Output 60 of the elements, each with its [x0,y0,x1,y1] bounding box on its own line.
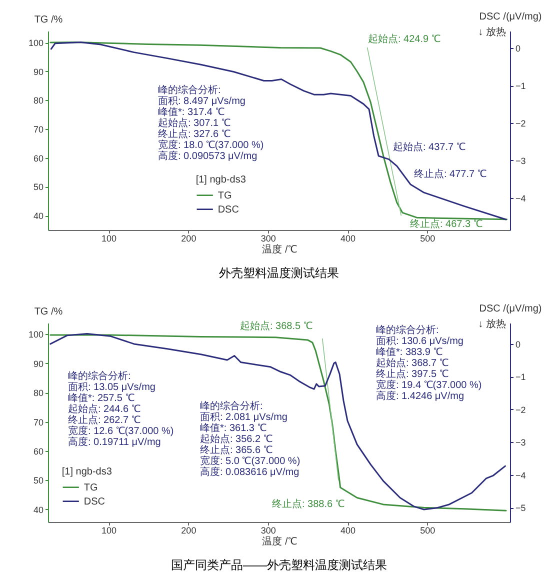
y2-tick-label: 0 [516,339,521,350]
annotation: 终止点: 467.3 ℃ [410,218,482,230]
y-tick-label: 40 [33,211,44,222]
annotation: 起始点: 437.7 ℃ [393,141,466,153]
x-tick-label: 200 [181,234,196,244]
y-axis-title: TG /% [34,306,63,318]
x-tick-label: 400 [340,234,356,244]
y2-tick-label: −3 [516,156,526,166]
y2-tick-label: −5 [516,503,526,514]
legend-label: TG [218,190,232,202]
y2-tick-label: −4 [516,470,526,480]
y-tick-label: 40 [33,504,44,515]
legend-label: DSC [218,204,239,216]
x-tick-label: 200 [181,526,196,536]
legend-title: [1] ngb-ds3 [196,174,246,186]
x-axis-title: 温度 /℃ [262,244,297,256]
x-tick-label: 300 [260,234,276,244]
y-tick-label: 100 [28,38,44,48]
y-tick-label: 90 [33,66,44,77]
annotation: 起始点: 368.5 ℃ [240,320,312,332]
annotation: 峰的综合分析: 面积: 2.081 μVs/mg 峰值*: 361.3 ℃ 起始点: 356.2 ℃ 终止点: 365.6 ℃ 宽度: 5.0 ℃(37.000 %) 高度: 0.083616 μV/mg [200,400,300,478]
y2-tick-label: −2 [516,118,526,129]
y2-axis-title: DSC /(μV/mg) [479,12,542,22]
y2-tick-label: −1 [516,372,526,382]
annotation: 终止点: 477.7 ℃ [414,168,486,180]
y-tick-label: 70 [33,417,44,428]
text: 国产同类产品——外壳塑料温度测试结果 [171,558,387,572]
annotation: ↓ 放热 [478,319,506,330]
y-tick-label: 50 [33,182,44,192]
y-tick-label: 60 [33,446,44,456]
annotation: 起始点: 424.9 ℃ [368,33,440,45]
x-tick-label: 100 [102,234,117,244]
x-tick-label: 500 [420,526,436,536]
x-tick-label: 100 [102,526,117,536]
y2-tick-label: 0 [516,44,521,54]
y-tick-label: 70 [33,124,44,135]
legend-title: [1] ngb-ds3 [62,466,112,478]
y-tick-label: 60 [33,153,44,164]
y-axis-title: TG /% [34,14,63,26]
y2-axis-title: DSC /(μV/mg) [479,304,542,314]
x-tick-label: 500 [420,234,436,244]
y2-tick-label: −2 [516,404,526,415]
x-tick-label: 400 [340,526,356,536]
y-tick-label: 80 [33,388,44,398]
x-tick-label: 300 [260,526,276,536]
y-tick-label: 100 [28,330,44,340]
annotation: 终止点: 388.6 ℃ [272,498,344,510]
annotation: 峰的综合分析: 面积: 8.497 μVs/mg 峰值*: 317.4 ℃ 起始点: 307.1 ℃ 终止点: 327.6 ℃ 宽度: 18.0 ℃(37.000 %) 高度: 0.090573 μV/mg [158,84,264,162]
text: 外壳塑料温度测试结果 [219,266,339,280]
legend-label: TG [84,482,98,494]
annotation: 峰的综合分析: 面积: 13.05 μVs/mg 峰值*: 257.5 ℃ 起始点: 244.6 ℃ 终止点: 262.7 ℃ 宽度: 12.6 ℃(37.000 %) 高度: 0.19711 μV/mg [68,370,174,448]
x-axis-title: 温度 /℃ [262,536,297,548]
y-tick-label: 50 [33,476,44,486]
legend-label: DSC [84,496,105,508]
y-tick-label: 90 [33,358,44,369]
y-tick-label: 80 [33,96,44,106]
annotation: ↓ 放热 [478,27,506,38]
y2-tick-label: −1 [516,81,526,92]
y2-tick-label: −3 [516,438,526,448]
y2-tick-label: −4 [516,193,526,204]
